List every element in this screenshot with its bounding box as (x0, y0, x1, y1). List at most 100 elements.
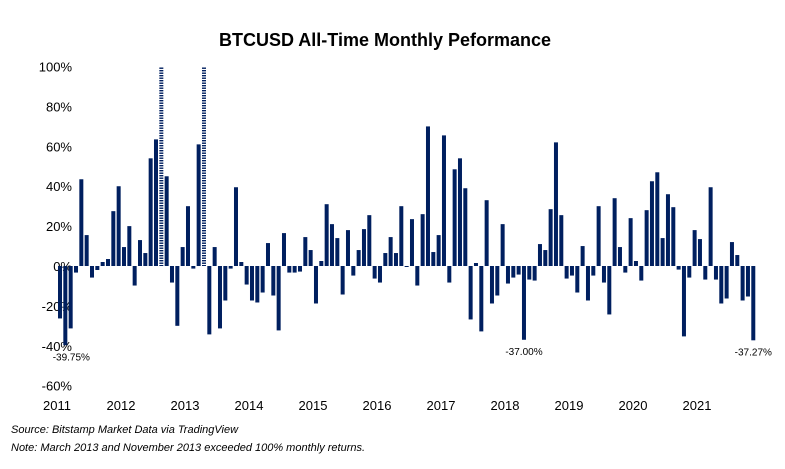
bar (122, 247, 126, 266)
bar (276, 266, 281, 331)
bar (260, 266, 265, 293)
bar (164, 176, 169, 266)
x-tick-label: 2011 (43, 398, 71, 413)
bar (308, 250, 313, 266)
bar (196, 144, 201, 266)
bar (313, 266, 318, 304)
bar (687, 266, 692, 278)
bar (671, 207, 676, 266)
bar (521, 266, 526, 340)
bar (703, 266, 708, 280)
bar (591, 266, 596, 276)
bar (527, 266, 532, 280)
y-tick-label: -20% (42, 299, 73, 314)
bar (329, 224, 334, 266)
source-note: Source: Bitstamp Market Data via Trading… (11, 424, 239, 436)
bar (191, 266, 196, 269)
bar (516, 266, 521, 275)
bar (340, 266, 345, 295)
bar (415, 266, 420, 286)
bar (665, 194, 670, 266)
bar (287, 266, 292, 273)
x-tick-label: 2014 (235, 398, 264, 413)
bar (692, 230, 697, 266)
y-tick-label: 40% (46, 179, 72, 194)
bar (356, 250, 361, 266)
bar (404, 266, 409, 267)
bar (724, 266, 729, 299)
bar (633, 261, 638, 266)
bar (79, 179, 84, 266)
bar (239, 262, 244, 266)
bar (271, 266, 276, 296)
bar (377, 266, 382, 283)
bar (265, 243, 270, 266)
bar (537, 244, 542, 266)
x-tick-label: 2013 (171, 398, 200, 413)
bar (345, 230, 350, 266)
bar (719, 266, 724, 304)
bar (681, 266, 686, 337)
bar (505, 266, 510, 284)
bar (383, 253, 388, 266)
bar (303, 237, 308, 266)
bar (233, 187, 238, 266)
bar (223, 266, 228, 301)
y-tick-label: 20% (46, 219, 72, 234)
bar (335, 238, 340, 266)
bar (639, 266, 644, 281)
bar (457, 158, 462, 266)
bar (708, 187, 713, 266)
bar (393, 253, 398, 266)
bar (100, 262, 105, 266)
bar (399, 206, 404, 266)
bar (212, 247, 217, 266)
bar (660, 238, 665, 266)
bar (697, 239, 702, 266)
bar (255, 266, 260, 303)
data-label: -37.00% (505, 347, 542, 358)
bar (452, 169, 457, 266)
bar (388, 237, 393, 266)
bar (676, 266, 681, 270)
bar (68, 266, 73, 329)
bar (575, 266, 580, 293)
chart-title: BTCUSD All-Time Monthly Peformance (219, 30, 551, 50)
bar (185, 206, 190, 266)
bar (532, 266, 537, 281)
bar (63, 266, 68, 346)
bar (468, 266, 473, 320)
bar (244, 266, 249, 285)
bar (623, 266, 628, 273)
data-label: -37.27% (735, 347, 772, 358)
bar (655, 172, 660, 266)
bar (596, 206, 601, 266)
bar (111, 211, 116, 266)
bar (441, 135, 446, 266)
bar (447, 266, 452, 283)
bar (431, 252, 436, 266)
bar (292, 266, 297, 273)
bar (372, 266, 377, 279)
bar (569, 266, 574, 276)
bar (90, 266, 94, 278)
bar (740, 266, 745, 301)
footnote: Note: March 2013 and November 2013 excee… (11, 442, 365, 454)
bar (106, 259, 110, 266)
bar (612, 198, 617, 266)
bar (74, 266, 78, 273)
bar (564, 266, 569, 279)
bar (585, 266, 590, 301)
bar (644, 210, 649, 266)
bar (735, 255, 740, 266)
bar (559, 215, 564, 266)
bar (617, 247, 622, 266)
bar (132, 266, 137, 286)
bar (153, 139, 158, 266)
bar (367, 215, 372, 266)
bar (58, 266, 62, 319)
bar (649, 181, 654, 266)
x-tick-label: 2012 (107, 398, 136, 413)
bar (489, 266, 494, 304)
